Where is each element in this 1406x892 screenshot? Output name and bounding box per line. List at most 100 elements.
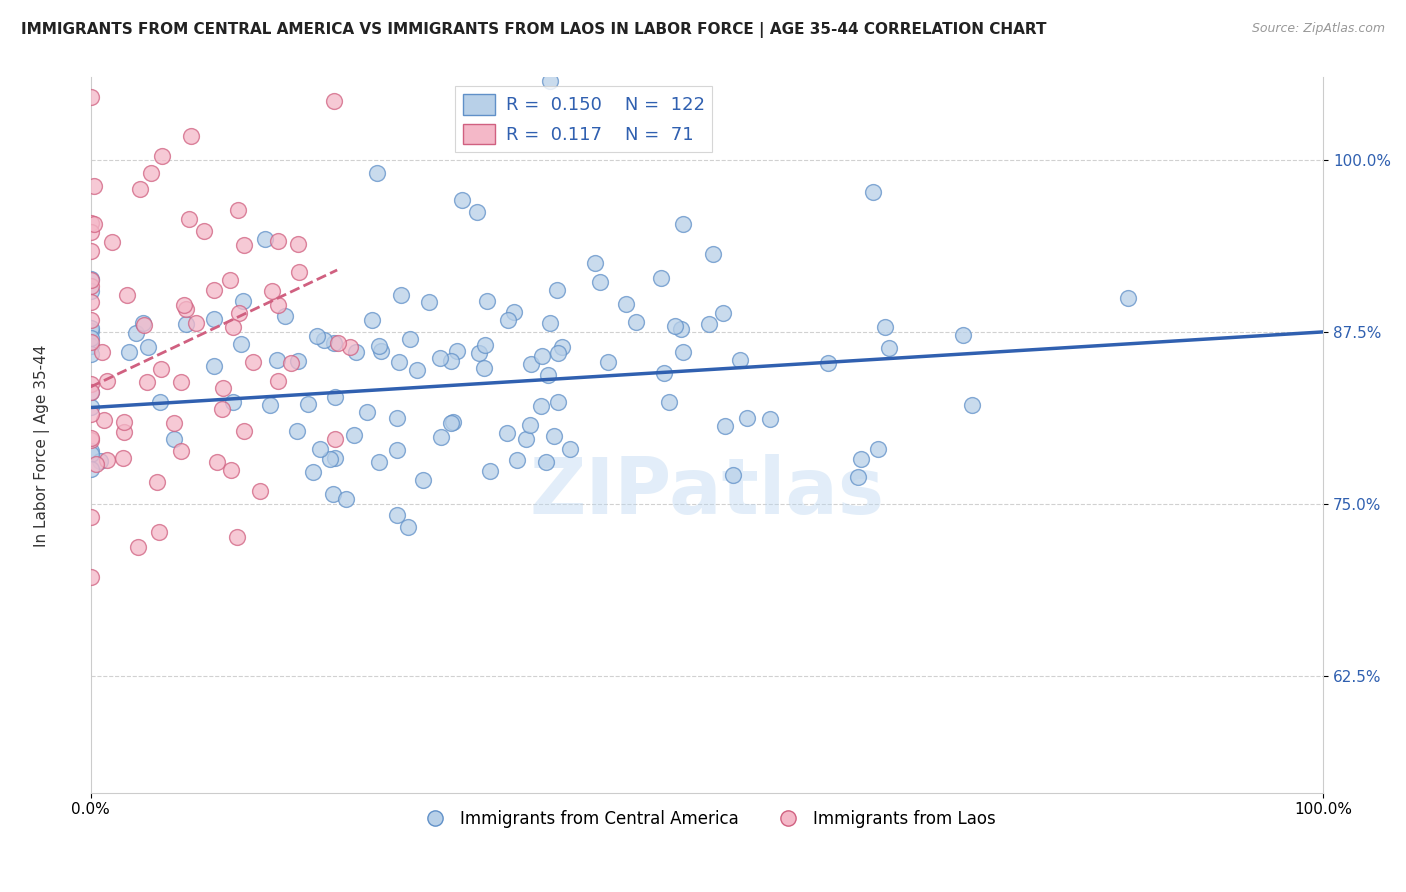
- Point: [405, 363, 427, 377]
- Point: [430, 430, 453, 444]
- Point: [285, 424, 308, 438]
- Point: [79, 407, 101, 421]
- Point: [134, 318, 156, 333]
- Point: [115, 288, 138, 302]
- Point: [1118, 291, 1140, 305]
- Point: [697, 318, 720, 332]
- Point: [79, 384, 101, 399]
- Point: [83, 179, 105, 194]
- Point: [520, 357, 543, 371]
- Point: [314, 334, 336, 348]
- Point: [519, 417, 541, 432]
- Point: [344, 345, 367, 359]
- Point: [101, 235, 124, 249]
- Point: [546, 283, 568, 297]
- Point: [180, 128, 202, 143]
- Text: In Labor Force | Age 35-44: In Labor Force | Age 35-44: [34, 345, 51, 547]
- Point: [233, 424, 256, 438]
- Point: [474, 338, 496, 352]
- Point: [79, 89, 101, 103]
- Point: [193, 224, 215, 238]
- Text: ZIPatlas: ZIPatlas: [530, 454, 884, 530]
- Point: [721, 468, 744, 483]
- Point: [146, 475, 169, 489]
- Point: [479, 464, 502, 478]
- Point: [202, 311, 225, 326]
- Point: [163, 417, 186, 431]
- Point: [174, 317, 197, 331]
- Point: [149, 395, 172, 409]
- Point: [280, 356, 302, 370]
- Point: [672, 345, 695, 359]
- Point: [319, 451, 342, 466]
- Point: [212, 381, 235, 395]
- Point: [960, 398, 983, 412]
- Point: [385, 508, 408, 523]
- Point: [79, 225, 101, 239]
- Point: [79, 347, 101, 361]
- Point: [322, 487, 344, 501]
- Point: [728, 353, 751, 368]
- Point: [877, 341, 900, 355]
- Point: [343, 428, 366, 442]
- Point: [323, 432, 346, 446]
- Point: [305, 329, 328, 343]
- Point: [496, 313, 519, 327]
- Point: [325, 390, 347, 404]
- Point: [79, 272, 101, 286]
- Point: [367, 339, 389, 353]
- Point: [583, 255, 606, 269]
- Point: [385, 442, 408, 457]
- Point: [846, 469, 869, 483]
- Point: [267, 234, 290, 248]
- Point: [297, 396, 319, 410]
- Point: [465, 205, 488, 219]
- Text: IMMIGRANTS FROM CENTRAL AMERICA VS IMMIGRANTS FROM LAOS IN LABOR FORCE | AGE 35-: IMMIGRANTS FROM CENTRAL AMERICA VS IMMIG…: [21, 22, 1046, 38]
- Point: [91, 345, 114, 359]
- Point: [79, 331, 101, 345]
- Point: [139, 165, 162, 179]
- Point: [79, 339, 101, 353]
- Point: [385, 411, 408, 425]
- Point: [267, 298, 290, 312]
- Point: [759, 412, 782, 426]
- Point: [150, 149, 173, 163]
- Point: [288, 265, 311, 279]
- Point: [301, 465, 323, 479]
- Point: [396, 520, 419, 534]
- Point: [184, 316, 207, 330]
- Point: [323, 450, 346, 465]
- Point: [231, 336, 253, 351]
- Point: [170, 443, 193, 458]
- Point: [817, 356, 839, 370]
- Point: [502, 305, 524, 319]
- Point: [218, 272, 240, 286]
- Point: [450, 193, 472, 207]
- Point: [211, 402, 233, 417]
- Point: [79, 321, 101, 335]
- Point: [429, 351, 451, 365]
- Point: [441, 415, 464, 429]
- Point: [79, 279, 101, 293]
- Point: [79, 216, 101, 230]
- Point: [515, 432, 537, 446]
- Point: [412, 473, 434, 487]
- Point: [79, 295, 101, 310]
- Point: [862, 185, 884, 199]
- Point: [173, 298, 195, 312]
- Point: [112, 425, 135, 440]
- Point: [650, 271, 672, 285]
- Point: [242, 354, 264, 368]
- Point: [851, 452, 873, 467]
- Point: [657, 395, 679, 409]
- Point: [79, 385, 101, 400]
- Point: [368, 455, 391, 469]
- Point: [339, 340, 361, 354]
- Point: [254, 232, 277, 246]
- Point: [228, 305, 250, 319]
- Point: [83, 217, 105, 231]
- Point: [711, 306, 734, 320]
- Point: [128, 182, 150, 196]
- Point: [614, 297, 637, 311]
- Point: [79, 324, 101, 338]
